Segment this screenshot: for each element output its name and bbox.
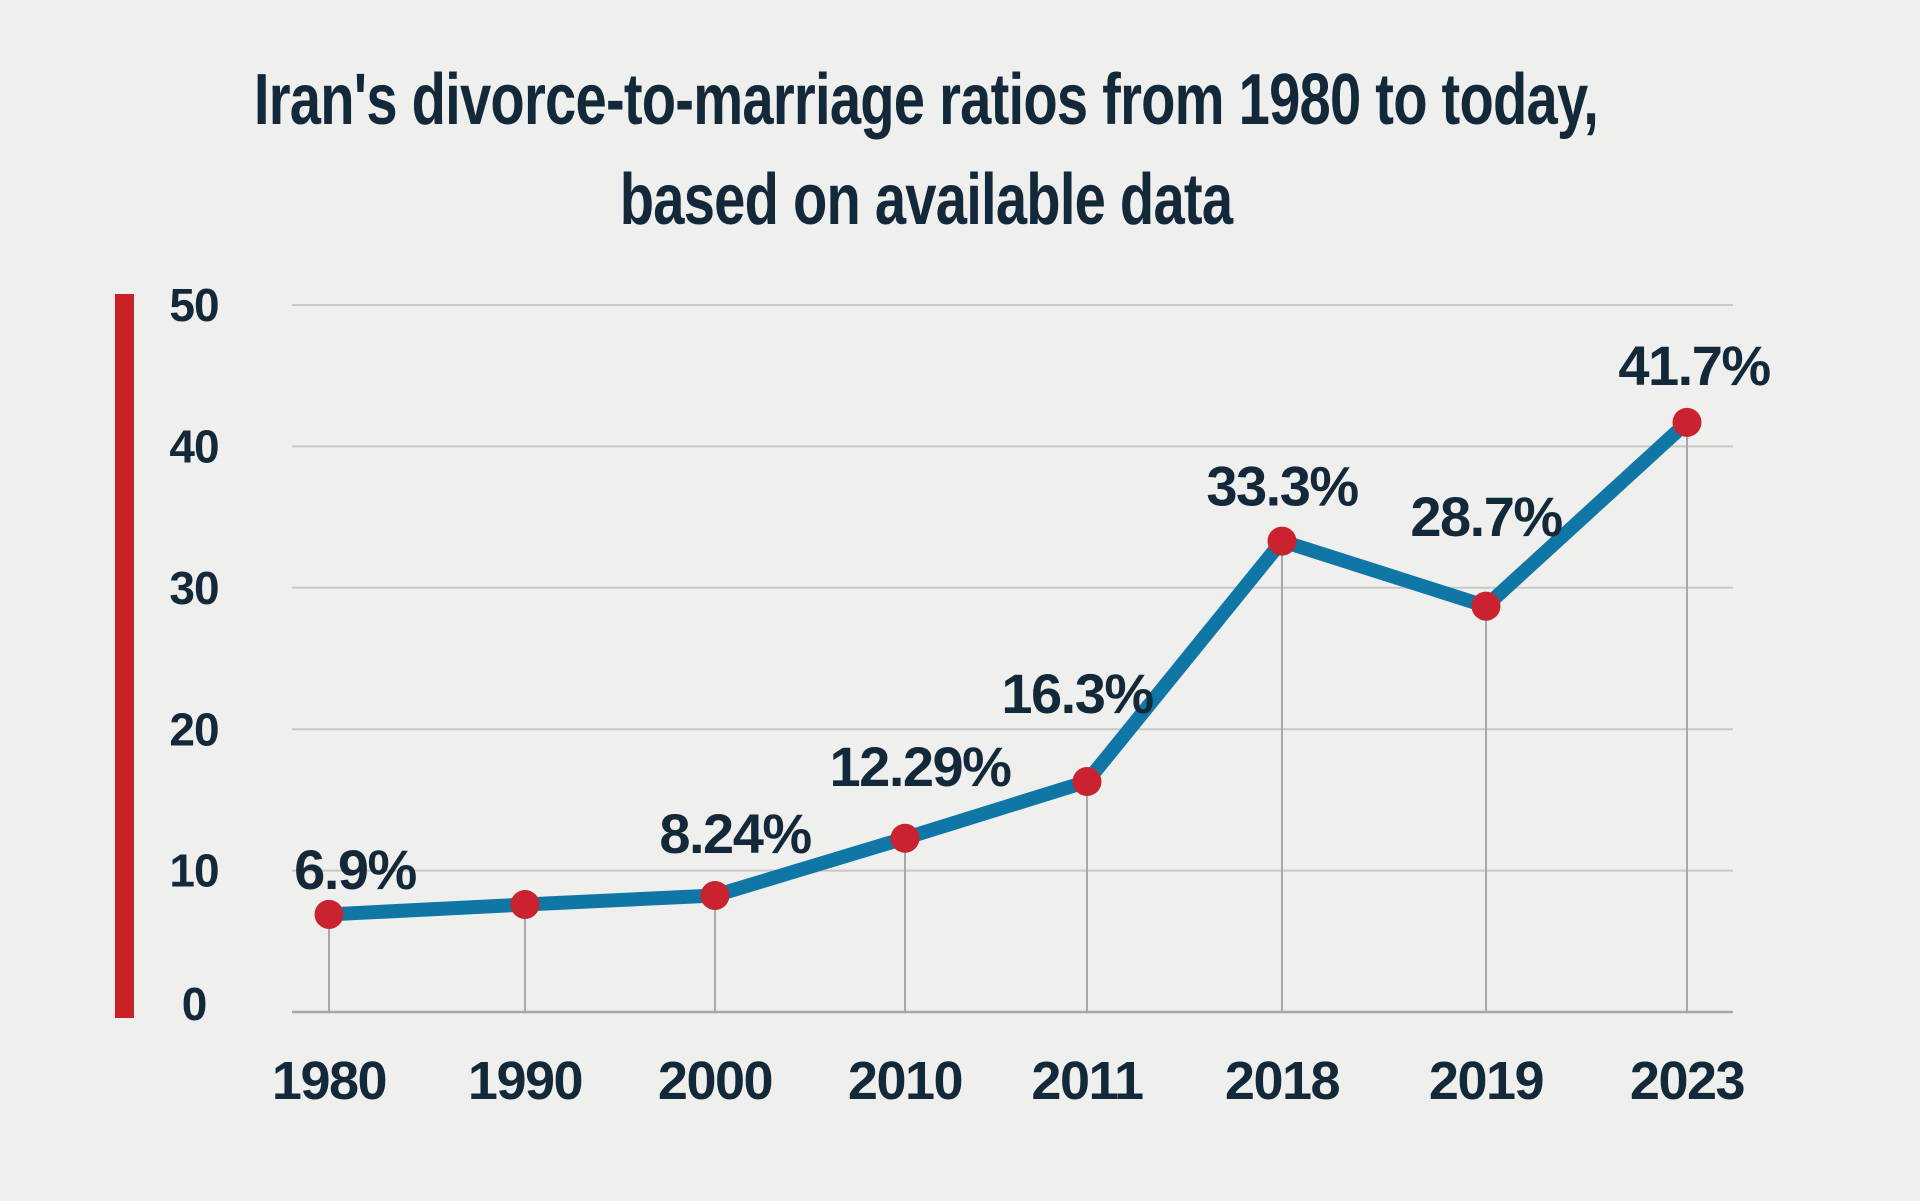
data-point-label-2010: 12.29% [830,735,1012,798]
data-point-label-2011: 16.3% [1001,662,1153,725]
y-tick-label-30: 30 [169,562,218,614]
accent-bar [115,294,134,1018]
y-tick-label-0: 0 [182,978,207,1030]
x-tick-label-1980: 1980 [272,1051,386,1111]
data-point-1990 [510,890,540,920]
series-line [322,415,1694,922]
data-point-2023 [1672,407,1702,437]
data-point-2000 [700,880,730,910]
data-point-label-2023: 41.7% [1618,334,1770,397]
data-point-2010 [890,823,920,853]
data-point-2018 [1267,526,1297,556]
data-point-1980 [314,899,344,929]
chart-title: Iran's divorce-to-marriage ratios from 1… [204,50,1649,250]
x-tick-label-2019: 2019 [1429,1051,1544,1111]
data-point-label-2000: 8.24% [659,802,811,865]
chart-title-line-2: based on available data [619,160,1233,240]
y-tick-label-50: 50 [169,279,218,331]
x-tick-label-2010: 2010 [848,1051,962,1111]
x-tick-label-1990: 1990 [468,1051,582,1111]
x-tick-label-2023: 2023 [1630,1051,1745,1111]
chart-title-line-1: Iran's divorce-to-marriage ratios from 1… [253,60,1599,140]
x-tick-label-2011: 2011 [1031,1051,1143,1111]
x-tick-label-2000: 2000 [658,1051,772,1111]
data-point-2011 [1072,767,1102,797]
x-tick-label-2018: 2018 [1225,1051,1340,1111]
data-point-2019 [1471,591,1501,621]
y-tick-label-20: 20 [169,703,218,755]
y-tick-label-10: 10 [169,845,218,897]
y-tick-label-40: 40 [169,421,218,473]
data-point-label-2019: 28.7% [1410,485,1562,548]
data-point-label-1980: 6.9% [294,838,416,901]
data-point-label-2018: 33.3% [1206,455,1358,518]
